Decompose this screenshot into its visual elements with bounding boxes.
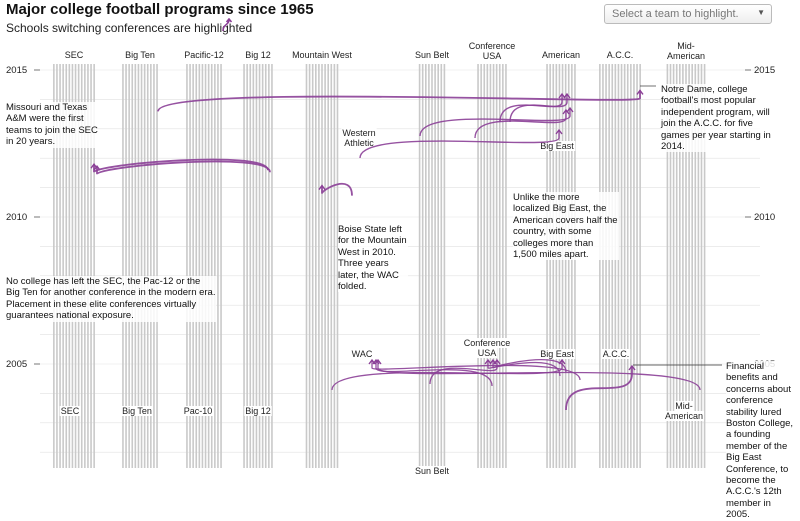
move-2005-bundle-6 [331,360,563,391]
move-2005-bundle-4 [375,360,493,387]
y-axis-label-left: 2005 [6,359,27,370]
move-2005-bundle-6-arrowhead [558,358,566,365]
conference-label-bottom: Mid- [675,401,693,411]
move-american-bundle-3-arrowhead [566,106,574,113]
conference-label-top: SEC [65,50,84,60]
historic-conference-label-bg [539,349,576,359]
move-2005-bundle-2-arrowhead [493,358,501,365]
y-axis-label-right: 2010 [754,212,775,223]
conference-label-top: American [542,50,580,60]
move-missouri [93,158,269,174]
annotation-american: Unlike the more localized Big East, the … [513,192,619,261]
move-american-bundle-0-arrowhead [558,92,566,99]
historic-conference-label: Big East [540,141,574,151]
annotation-notre-dame: Notre Dame, college football's most popu… [661,84,779,153]
move-american-bundle-2-arrowhead [562,108,570,115]
conference-label-bottom: Big 12 [245,406,271,416]
conference-label-bottom-bg [413,466,451,476]
annotation-missouri: Missouri and Texas A&M were the first te… [6,102,98,148]
curved-arrow-icon [222,18,233,32]
team-select[interactable]: Select a team to highlight. ▼ [604,4,772,24]
move-2005-bundle-3 [371,360,581,381]
historic-conference-label-bg [601,349,631,359]
historic-conference-label: Conference [464,338,511,348]
move-boston-college-arrowhead [628,364,636,371]
conference-label-bottom: Pac-10 [184,406,213,416]
move-boston-college [565,366,633,411]
conference-lanes-8 [599,64,641,468]
move-texas-am-arrowhead [93,165,101,171]
conference-label-bottom: SEC [61,406,80,416]
conference-label-bottom-bg [674,401,694,411]
conference-label-bottom-bg [121,406,153,416]
historic-conference-label: Athletic [344,138,374,148]
chevron-down-icon: ▼ [757,8,765,17]
conference-lanes-6 [477,64,507,468]
move-2005-bundle-2 [429,360,498,385]
historic-conference-label-bg [343,138,376,148]
conference-label-bottom-bg [59,406,81,416]
historic-conference-label: USA [478,348,497,358]
conference-lanes-7 [546,64,576,468]
annotation-elite: No college has left the SEC, the Pac-12 … [6,276,216,322]
chart-title: Major college football programs since 19… [6,1,314,18]
conference-label-bottom-bg [244,406,272,416]
historic-conference-label-bg [476,348,498,358]
y-axis-label-left: 2010 [6,212,27,223]
team-select-placeholder: Select a team to highlight. [612,8,739,20]
historic-conference-label-bg [539,141,576,151]
conference-label-top: A.C.C. [607,50,634,60]
move-american-bundle-4 [359,130,560,159]
annotation-boston: Financial benefits and concerns about co… [726,361,796,521]
conference-label-top: Big Ten [125,50,155,60]
move-boise-state-arrowhead [318,184,326,191]
move-2005-bundle-5 [377,360,701,391]
move-2005-bundle-5-arrowhead [374,358,382,365]
annotation-boise: Boise State left for the Mountain West i… [338,224,408,293]
move-american-bundle-3 [419,108,571,137]
move-texas-am [96,160,271,176]
conference-label-top: Conference [469,41,516,51]
move-american-bundle-1 [509,94,568,123]
conference-label-bottom: Sun Belt [415,466,450,476]
conference-label-bottom: American [665,411,703,421]
conference-lanes-1 [122,64,158,468]
conference-label-top: Mountain West [292,50,352,60]
move-boise-state [321,182,353,196]
move-american-bundle-2 [474,110,567,139]
move-notre-dame [157,90,641,113]
historic-conference-label-bg [341,128,377,138]
chart-subtitle: Schools switching conferences are highli… [6,21,253,35]
conference-label-top: Big 12 [245,50,271,60]
move-2005-bundle-1-arrowhead [484,358,492,365]
historic-conference-label: Big East [540,349,574,359]
move-american-bundle-4-arrowhead [555,128,563,135]
conference-lanes-3 [243,64,273,468]
historic-conference-label-bg [462,338,512,348]
y-axis-label-left: 2015 [6,65,27,76]
move-american-bundle-1-arrowhead [563,92,571,99]
y-axis-label-right: 2015 [754,65,775,76]
conference-lanes-5 [418,64,446,468]
historic-conference-label: A.C.C. [603,349,630,359]
conference-label-top: American [667,51,705,61]
conference-label-top: Sun Belt [415,50,450,60]
conference-lanes-4 [305,64,339,468]
conference-label-bottom-bg [663,411,705,421]
move-notre-dame-arrowhead [636,89,644,95]
historic-conference-label-bg [350,349,374,359]
historic-conference-label: Western [342,128,375,138]
conference-label-top: Mid- [677,41,695,51]
conference-label-top: USA [483,51,502,61]
conference-label-bottom: Big Ten [122,406,152,416]
conference-label-top: Pacific-12 [184,50,224,60]
historic-conference-label: WAC [352,349,373,359]
conference-lanes-2 [186,64,222,468]
conference-label-bottom-bg [182,406,214,416]
